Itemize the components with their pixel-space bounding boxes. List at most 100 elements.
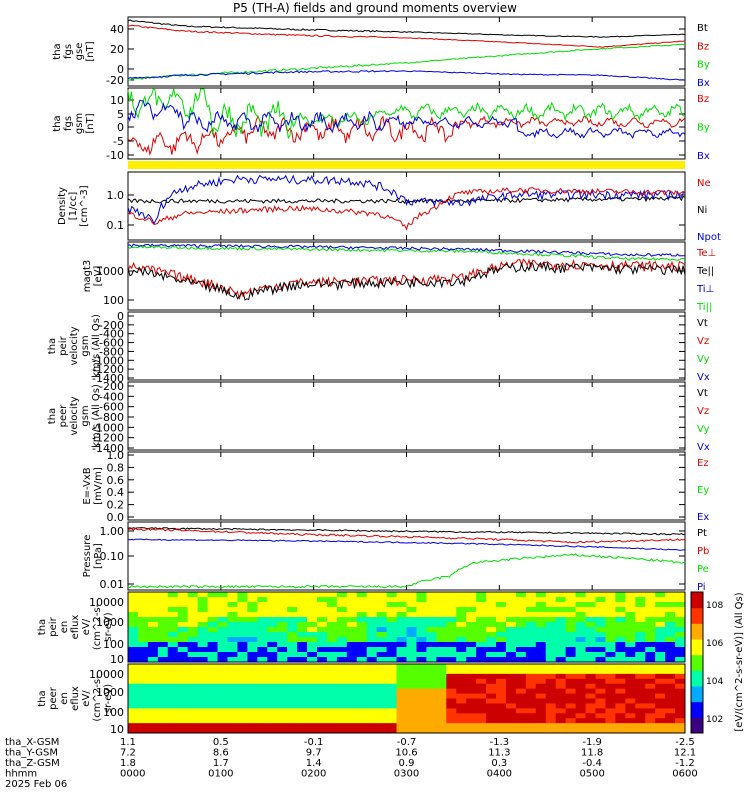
spectrogram-cell bbox=[406, 637, 417, 643]
spectrogram-cell bbox=[565, 708, 577, 714]
spectrogram-cell bbox=[177, 627, 189, 633]
spectrogram-cell bbox=[157, 647, 169, 653]
spectrogram-cell bbox=[675, 688, 686, 695]
spectrogram-cell bbox=[655, 683, 666, 690]
spectrogram-cell bbox=[486, 602, 497, 608]
spectrogram-cell bbox=[476, 693, 487, 699]
spectrogram-cell bbox=[187, 637, 199, 643]
spectrogram-cell bbox=[675, 673, 686, 680]
spectrogram-cell bbox=[366, 597, 378, 603]
spectrogram-cell bbox=[326, 664, 338, 670]
spectrogram-cell bbox=[515, 652, 527, 658]
spectrogram-cell bbox=[476, 657, 487, 663]
spectrogram-cell bbox=[237, 642, 248, 648]
spectrogram-cell bbox=[575, 627, 587, 633]
spectrogram-cell bbox=[346, 713, 358, 719]
spectrogram-cell bbox=[515, 698, 527, 704]
spectrogram-cell bbox=[426, 657, 437, 663]
spectrogram-cell bbox=[675, 693, 686, 699]
spectrogram-cell bbox=[406, 708, 417, 714]
colorbar-tick-label: 102 bbox=[706, 715, 723, 725]
spectrogram-cell bbox=[525, 657, 537, 663]
spectrogram-cell bbox=[585, 632, 596, 638]
panel-ylabel: [cm^-3] bbox=[79, 185, 90, 226]
spectrogram-cell bbox=[366, 592, 378, 598]
spectrogram-cell bbox=[297, 708, 308, 714]
spectrogram-cell bbox=[147, 688, 159, 695]
y-tick-label: 10000 bbox=[89, 596, 124, 609]
spectrogram-cell bbox=[665, 673, 676, 680]
spectrogram-cell bbox=[615, 718, 626, 724]
y-tick-label: 10 bbox=[110, 723, 124, 736]
spectrogram-cell bbox=[147, 703, 159, 709]
x-axis-value: 1.8 bbox=[120, 758, 136, 769]
legend-entry: Vx bbox=[697, 442, 710, 453]
spectrogram-cell bbox=[615, 612, 626, 618]
spectrogram-cell bbox=[505, 602, 517, 608]
spectrogram-cell bbox=[167, 673, 179, 680]
spectrogram-cell bbox=[486, 668, 497, 675]
x-axis-value: -1.9 bbox=[582, 737, 602, 748]
spectrogram-cell bbox=[386, 688, 398, 695]
panel-ylabel: km/s (All Qs) bbox=[91, 314, 102, 378]
spectrogram-cell bbox=[436, 728, 447, 734]
spectrogram-cell bbox=[346, 617, 358, 623]
spectrogram-cell bbox=[456, 698, 467, 704]
spectrogram-cell bbox=[505, 668, 517, 675]
spectrogram-cell bbox=[356, 617, 368, 623]
spectrogram-cell bbox=[187, 607, 199, 613]
spectrogram-cell bbox=[545, 718, 557, 724]
spectrogram-cell bbox=[287, 673, 298, 680]
spectrogram-cell bbox=[595, 683, 606, 690]
spectrogram-cell bbox=[277, 642, 288, 648]
spectrogram-cell bbox=[675, 632, 686, 638]
spectrogram-cell bbox=[356, 693, 368, 699]
spectrogram-cell bbox=[267, 723, 278, 729]
spectrogram-cell bbox=[137, 693, 149, 699]
y-tick-label: 100 bbox=[103, 706, 124, 719]
spectrogram-cell bbox=[376, 617, 388, 623]
spectrogram-cell bbox=[496, 693, 507, 699]
spectrogram-cell bbox=[297, 592, 308, 598]
y-tick-label: 20 bbox=[110, 43, 124, 56]
legend-entry: Pt bbox=[697, 528, 707, 539]
spectrogram-cell bbox=[655, 622, 666, 628]
spectrogram-cell bbox=[366, 688, 378, 695]
spectrogram-cell bbox=[655, 673, 666, 680]
spectrogram-cell bbox=[416, 718, 427, 724]
spectrogram-cell bbox=[615, 703, 626, 709]
spectrogram-cell bbox=[346, 693, 358, 699]
spectrogram-cell bbox=[505, 673, 517, 680]
legend-entry: Ti⊥ bbox=[696, 284, 714, 295]
spectrogram-cell bbox=[267, 627, 278, 633]
series-line-Bt bbox=[127, 19, 686, 38]
panel-ylabel: [mV/m] bbox=[93, 467, 104, 505]
colorbar-tick-label: 106 bbox=[706, 639, 723, 649]
spectrogram-cell bbox=[386, 718, 398, 724]
spectrogram-cell bbox=[386, 602, 398, 608]
spectrogram-cell bbox=[595, 668, 606, 675]
spectrogram-cell bbox=[147, 693, 159, 699]
spectrogram-cell bbox=[416, 678, 427, 685]
spectrogram-cell bbox=[635, 683, 646, 690]
spectrogram-cell bbox=[525, 612, 537, 618]
spectrogram-cell bbox=[157, 617, 169, 623]
legend-entry: By bbox=[697, 60, 710, 71]
spectrogram-cell bbox=[486, 728, 497, 734]
spectrogram-cell bbox=[227, 708, 238, 714]
spectrogram-cell bbox=[655, 602, 666, 608]
spectrogram-cell bbox=[128, 597, 139, 603]
spectrogram-cell bbox=[515, 703, 527, 709]
spectrogram-cell bbox=[287, 693, 298, 699]
panel-fgs-gse bbox=[127, 16, 686, 87]
spectrogram-cell bbox=[157, 602, 169, 608]
spectrogram-cell bbox=[207, 632, 219, 638]
spectrogram-cell bbox=[645, 713, 656, 719]
spectrogram-cell bbox=[505, 652, 517, 658]
spectrogram-cell bbox=[456, 728, 467, 734]
spectrogram-cell bbox=[336, 632, 348, 638]
spectrogram-cell bbox=[555, 698, 567, 704]
spectrogram-cell bbox=[287, 602, 298, 608]
spectrogram-cell bbox=[476, 597, 487, 603]
spectrogram-cell bbox=[645, 673, 656, 680]
